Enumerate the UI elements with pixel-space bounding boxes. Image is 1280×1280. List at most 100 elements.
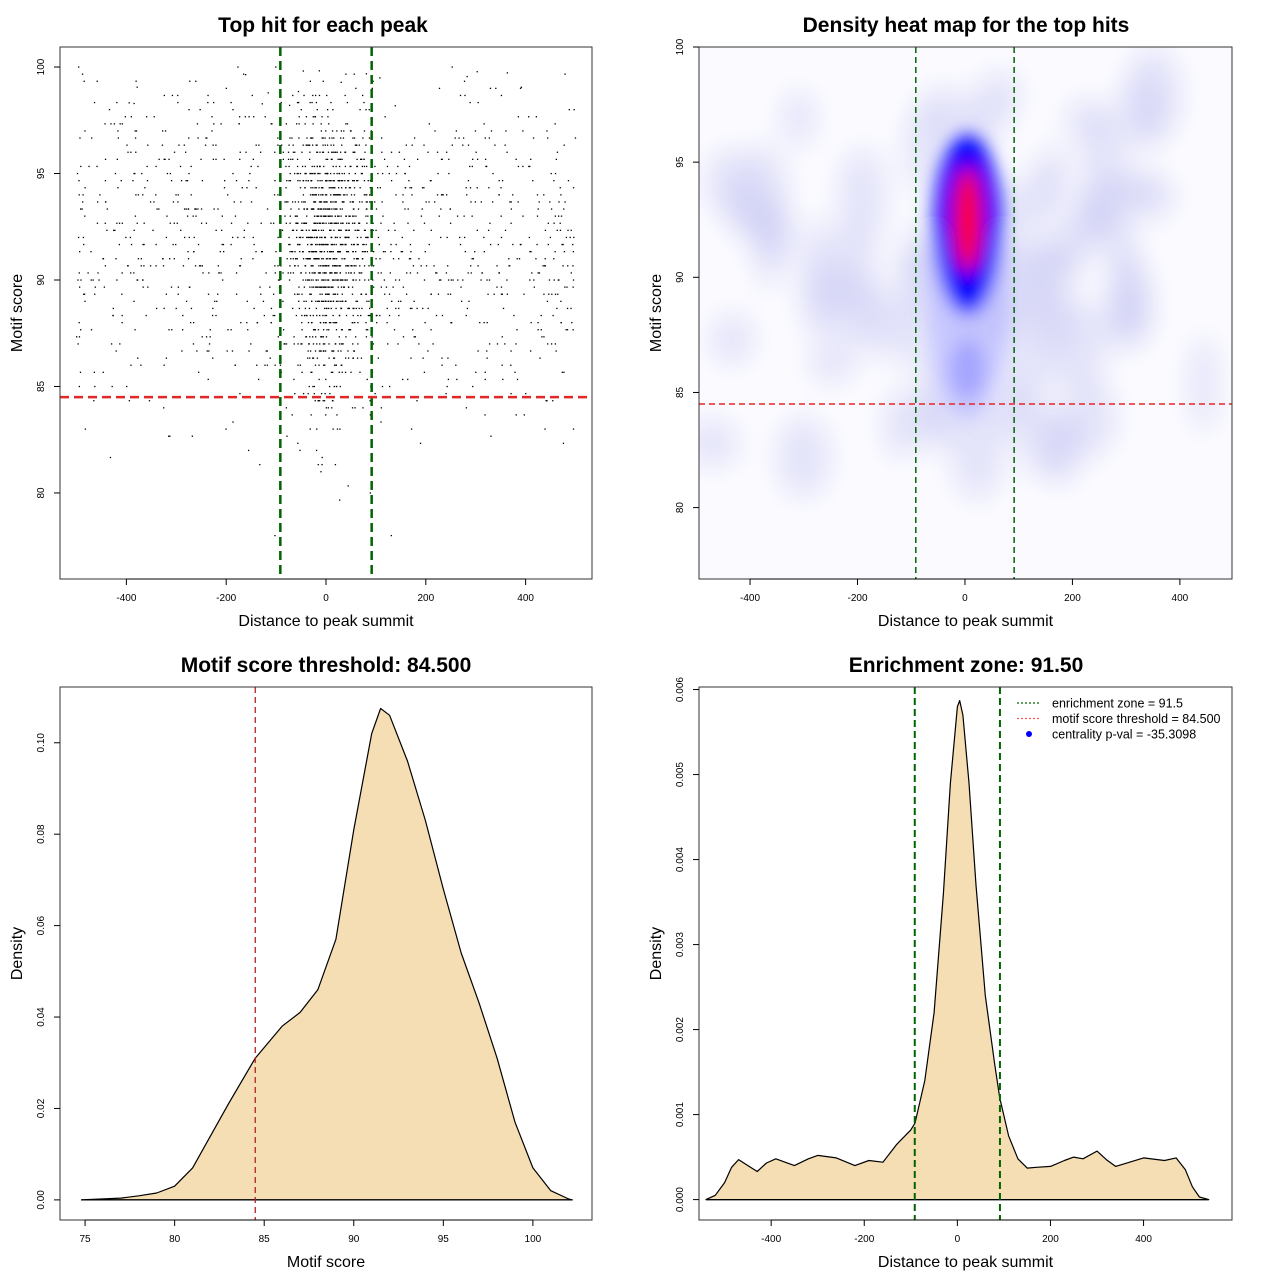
data-point bbox=[298, 116, 300, 118]
data-point bbox=[309, 428, 311, 430]
data-point bbox=[416, 158, 419, 161]
data-point bbox=[357, 258, 359, 260]
data-point bbox=[341, 172, 343, 175]
data-point bbox=[319, 243, 321, 246]
y-tick-label: 85 bbox=[675, 386, 686, 398]
data-point bbox=[299, 180, 301, 182]
data-point bbox=[312, 116, 314, 118]
data-point bbox=[246, 321, 248, 324]
data-point bbox=[295, 314, 298, 317]
data-point bbox=[563, 144, 565, 146]
data-point bbox=[419, 442, 422, 444]
data-point bbox=[563, 208, 565, 210]
data-point bbox=[363, 158, 365, 161]
data-point bbox=[316, 165, 318, 168]
data-point bbox=[133, 300, 135, 302]
data-point bbox=[320, 187, 323, 189]
data-point bbox=[322, 279, 324, 281]
data-point bbox=[316, 428, 318, 430]
data-point bbox=[286, 180, 288, 182]
data-point bbox=[390, 250, 392, 253]
data-point bbox=[540, 329, 542, 331]
data-point bbox=[471, 165, 473, 168]
data-point bbox=[132, 180, 134, 182]
data-point bbox=[520, 86, 523, 88]
data-point bbox=[224, 180, 226, 182]
data-point bbox=[216, 300, 218, 302]
data-point bbox=[386, 165, 389, 168]
data-point bbox=[404, 187, 407, 189]
data-point bbox=[352, 250, 354, 253]
data-point bbox=[217, 208, 219, 210]
data-point bbox=[317, 194, 320, 196]
data-point bbox=[80, 279, 82, 281]
data-point bbox=[213, 123, 215, 125]
data-point bbox=[407, 222, 409, 224]
data-point bbox=[341, 158, 343, 161]
data-point bbox=[349, 329, 352, 331]
data-point bbox=[339, 265, 342, 267]
data-point bbox=[158, 208, 160, 210]
data-point bbox=[312, 286, 315, 288]
data-point bbox=[327, 258, 329, 260]
data-point bbox=[310, 265, 312, 267]
data-point bbox=[330, 222, 332, 224]
data-point bbox=[333, 385, 335, 388]
data-point bbox=[488, 279, 491, 281]
data-point bbox=[321, 300, 323, 302]
data-point bbox=[145, 314, 147, 317]
data-point bbox=[187, 208, 190, 210]
data-point bbox=[340, 329, 343, 331]
data-point bbox=[355, 144, 358, 146]
data-point bbox=[510, 364, 512, 366]
data-point bbox=[325, 272, 327, 274]
data-point bbox=[408, 180, 410, 182]
data-point bbox=[413, 229, 415, 231]
data-point bbox=[285, 123, 287, 125]
data-point bbox=[312, 137, 314, 139]
x-tick-label: 80 bbox=[169, 1234, 181, 1245]
data-point bbox=[494, 144, 496, 146]
data-point bbox=[314, 329, 316, 331]
data-point bbox=[274, 151, 276, 153]
data-point bbox=[312, 314, 314, 317]
data-point bbox=[301, 371, 303, 373]
data-point bbox=[225, 87, 227, 90]
data-point bbox=[567, 180, 570, 182]
data-point bbox=[356, 236, 359, 239]
data-point bbox=[377, 357, 379, 359]
data-point bbox=[266, 208, 269, 210]
data-point bbox=[298, 101, 300, 104]
data-point bbox=[486, 321, 488, 324]
data-point bbox=[208, 343, 211, 345]
data-point bbox=[365, 201, 367, 203]
data-point bbox=[413, 300, 415, 302]
data-point bbox=[346, 279, 348, 281]
data-point bbox=[121, 222, 124, 224]
data-point bbox=[327, 279, 330, 281]
data-point bbox=[194, 208, 196, 210]
data-point bbox=[225, 428, 227, 430]
data-point bbox=[180, 180, 183, 182]
data-point bbox=[446, 385, 448, 388]
data-point bbox=[301, 329, 303, 331]
data-point bbox=[231, 350, 234, 352]
data-point bbox=[340, 222, 342, 224]
data-point bbox=[288, 180, 290, 182]
data-point bbox=[535, 258, 537, 260]
density-blob bbox=[882, 389, 920, 460]
data-point bbox=[510, 392, 512, 395]
data-point bbox=[347, 307, 349, 310]
data-point bbox=[401, 236, 403, 239]
data-point bbox=[348, 172, 350, 175]
data-point bbox=[116, 222, 118, 224]
data-point bbox=[166, 172, 169, 175]
data-point bbox=[217, 293, 219, 295]
data-point bbox=[337, 180, 339, 182]
data-point bbox=[345, 187, 347, 189]
data-point bbox=[323, 222, 325, 224]
x-axis-label: Distance to peak summit bbox=[878, 613, 1054, 630]
data-point bbox=[331, 137, 333, 139]
data-point bbox=[318, 243, 320, 246]
data-point bbox=[335, 194, 338, 196]
